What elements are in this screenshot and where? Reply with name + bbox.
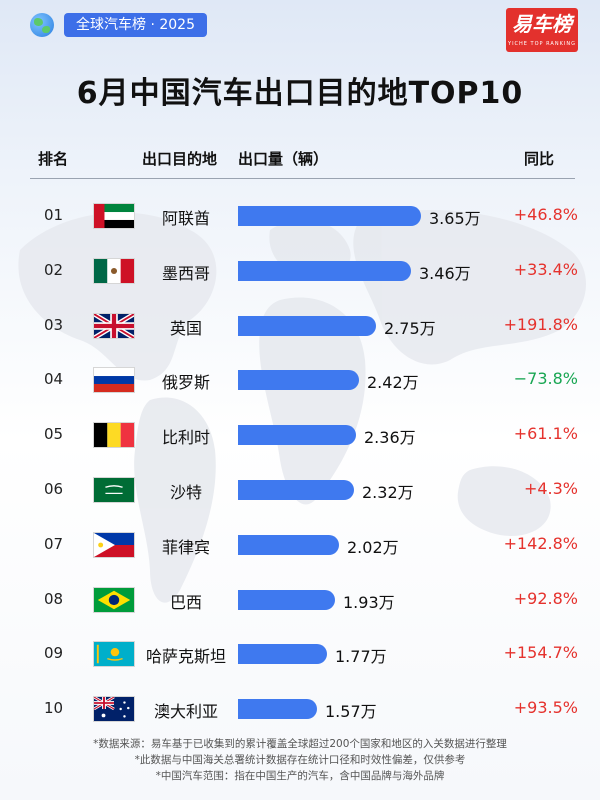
- volume-value-label: 2.02万: [347, 537, 399, 557]
- logo-subtext: YICHE TOP RANKING: [508, 41, 576, 47]
- footnote-disclaimer: *此数据与中国海关总署统计数据存在统计口径和时效性偏差，仅供参考: [134, 754, 466, 766]
- table-row: 09 哈萨克斯坦 1.77万 +154.7%: [0, 636, 600, 676]
- table-row: 03 英国 2.75万 +191.8%: [0, 308, 600, 348]
- table-header: 排名 出口目的地 出口量（辆） 同比: [0, 148, 600, 170]
- rank-label: 01: [44, 206, 64, 224]
- destination-name: 墨西哥: [161, 263, 210, 283]
- russia-flag: [93, 367, 135, 394]
- globe-icon: [30, 13, 54, 37]
- volume-bar: [238, 370, 359, 391]
- footnotes: *数据来源：易车基于已收集到的累计覆盖全球超过200个国家和地区的入关数据进行整…: [0, 736, 600, 784]
- uk-flag: [93, 312, 135, 339]
- philippines-flag: [93, 531, 135, 558]
- page-title: 6月中国汽车出口目的地TOP10: [76, 76, 524, 111]
- series-tag: 全球汽车榜 · 2025: [64, 13, 207, 37]
- table-row: 05 比利时 2.36万 +61.1%: [0, 417, 600, 457]
- volume-bar: [238, 425, 356, 446]
- table-row: 06 沙特 2.32万 +4.3%: [0, 472, 600, 512]
- yoy-change-label: +191.8%: [503, 314, 578, 334]
- rank-label: 05: [44, 425, 64, 444]
- rank-label: 04: [44, 370, 64, 389]
- volume-bar: [238, 644, 327, 665]
- yoy-change-label: +33.4%: [513, 259, 578, 279]
- belgium-flag: [93, 422, 135, 449]
- destination-name: 英国: [169, 318, 202, 338]
- kazakhstan-flag: [93, 641, 135, 668]
- destination-name: 澳大利亚: [153, 702, 218, 722]
- yoy-change-label: +92.8%: [513, 588, 578, 608]
- destination-name: 阿联酋: [161, 209, 210, 228]
- australia-flag: [93, 696, 135, 723]
- volume-value-label: 2.75万: [384, 318, 436, 338]
- table-row: 10 澳大利亚 1.57万 +93.5%: [0, 691, 600, 731]
- volume-value-label: 1.57万: [325, 702, 377, 722]
- volume-bar: [238, 534, 339, 555]
- table-row: 08 巴西 1.93万 +92.8%: [0, 582, 600, 622]
- destination-name: 哈萨克斯坦: [145, 647, 226, 667]
- destination-name: 菲律宾: [161, 537, 210, 557]
- volume-bar: [238, 699, 317, 720]
- table-row: 02 墨西哥 3.46万 +33.4%: [0, 253, 600, 293]
- header-divider: [30, 178, 575, 179]
- volume-bar: [238, 480, 354, 500]
- brazil-flag: [93, 586, 135, 613]
- yoy-change-label: −73.8%: [513, 369, 578, 389]
- volume-value-label: 2.36万: [364, 428, 416, 448]
- table-row: 07 菲律宾 2.02万 +142.8%: [0, 527, 600, 567]
- volume-bar: [238, 260, 411, 281]
- column-header-rank: 排名: [38, 150, 69, 168]
- volume-bar: [238, 315, 376, 336]
- table-row: 01 阿联酋 3.65万 +46.8%: [0, 198, 600, 238]
- column-header-yoy: 同比: [524, 150, 555, 168]
- destination-name: 比利时: [161, 428, 210, 448]
- mexico-flag: [93, 257, 135, 284]
- logo-text: 易车榜: [512, 12, 572, 36]
- destination-name: 俄罗斯: [161, 373, 210, 393]
- volume-value-label: 1.77万: [335, 647, 387, 667]
- rank-label: 09: [44, 644, 64, 663]
- rank-label: 07: [44, 534, 64, 553]
- rank-label: 06: [44, 480, 64, 498]
- rank-label: 02: [44, 260, 64, 279]
- world-map-background: [18, 210, 587, 603]
- volume-bar: [238, 589, 335, 610]
- rank-label: 03: [44, 315, 64, 334]
- footnote-source: *数据来源：易车基于已收集到的累计覆盖全球超过200个国家和地区的入关数据进行整…: [93, 738, 507, 750]
- volume-value-label: 3.46万: [419, 263, 471, 283]
- volume-bar: [238, 206, 421, 226]
- uae-flag: [93, 203, 135, 229]
- volume-value-label: 1.93万: [343, 592, 395, 612]
- yoy-change-label: +4.3%: [523, 479, 578, 498]
- destination-name: 巴西: [169, 592, 202, 612]
- volume-value-label: 2.42万: [367, 373, 419, 393]
- yoy-change-label: +46.8%: [513, 205, 578, 224]
- yiche-logo: 易车榜 YICHE TOP RANKING: [506, 8, 578, 52]
- yoy-change-label: +93.5%: [513, 698, 578, 718]
- rank-label: 08: [44, 589, 64, 608]
- column-header-volume: 出口量（辆）: [238, 150, 329, 168]
- footnote-scope: *中国汽车范围：指在中国生产的汽车，含中国品牌与海外品牌: [155, 770, 445, 782]
- volume-value-label: 3.65万: [429, 209, 481, 228]
- table-row: 04 俄罗斯 2.42万 −73.8%: [0, 362, 600, 402]
- saudi-flag: [93, 477, 135, 503]
- volume-value-label: 2.32万: [362, 483, 414, 502]
- column-header-destination: 出口目的地: [142, 150, 218, 168]
- yoy-change-label: +142.8%: [503, 533, 578, 553]
- yoy-change-label: +154.7%: [503, 643, 578, 663]
- destination-name: 沙特: [169, 483, 202, 502]
- top-bar: 全球汽车榜 · 2025: [30, 12, 207, 38]
- yoy-change-label: +61.1%: [513, 424, 578, 444]
- rank-label: 10: [44, 699, 64, 718]
